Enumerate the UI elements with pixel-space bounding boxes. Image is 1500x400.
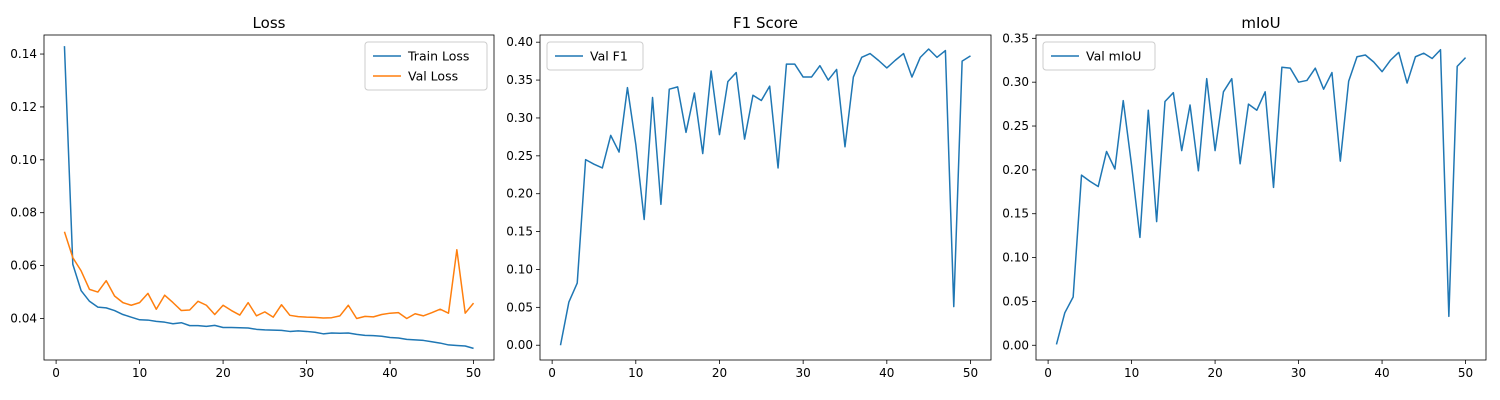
chart-title: F1 Score bbox=[733, 14, 798, 32]
y-tick-label: 0.15 bbox=[506, 225, 533, 239]
x-tick-label: 0 bbox=[52, 366, 60, 380]
legend: Val F1 bbox=[546, 41, 644, 71]
x-tick-label: 50 bbox=[963, 366, 978, 380]
x-tick-label: 40 bbox=[1374, 366, 1389, 380]
y-tick-label: 0.04 bbox=[10, 311, 37, 325]
y-tick-label: 0.00 bbox=[506, 338, 533, 352]
axes-frame bbox=[539, 34, 992, 361]
x-tick-label: 10 bbox=[628, 366, 643, 380]
y-tick-label: 0.30 bbox=[506, 111, 533, 125]
y-tick-label: 0.35 bbox=[1002, 31, 1029, 45]
legend-label: Val F1 bbox=[590, 49, 628, 64]
x-tick-label: 20 bbox=[712, 366, 727, 380]
x-tick-label: 0 bbox=[548, 366, 556, 380]
legend-label: Train Loss bbox=[407, 49, 469, 64]
y-tick-label: 0.15 bbox=[1002, 207, 1029, 221]
series-line-1 bbox=[63, 231, 475, 320]
axes-frame bbox=[1035, 34, 1487, 361]
y-tick-label: 0.00 bbox=[1002, 338, 1029, 352]
x-tick-label: 40 bbox=[382, 366, 397, 380]
y-tick-label: 0.30 bbox=[1002, 75, 1029, 89]
x-tick-label: 50 bbox=[1458, 366, 1473, 380]
y-tick-label: 0.06 bbox=[10, 259, 37, 273]
y-tick-label: 0.10 bbox=[10, 153, 37, 167]
x-tick-label: 0 bbox=[1044, 366, 1052, 380]
chart-panel-0: Loss 0 10 20 30 40 50 0.04 0.06 0.08 0.10 0.12 0.14 T… bbox=[10, 14, 495, 380]
y-tick-label: 0.05 bbox=[1002, 294, 1029, 308]
legend-box bbox=[1042, 41, 1156, 71]
y-tick-label: 0.40 bbox=[506, 35, 533, 49]
legend-box bbox=[546, 41, 644, 71]
y-tick-label: 0.12 bbox=[10, 100, 37, 114]
x-tick-label: 10 bbox=[132, 366, 147, 380]
legend: Train Loss Val Loss bbox=[364, 41, 488, 91]
chart-panel-2: mIoU 0 10 20 30 40 50 0.00 0.05 0.10 0.15 0.20 0.25 0… bbox=[1002, 14, 1487, 380]
y-tick-label: 0.14 bbox=[10, 47, 37, 61]
y-tick-label: 0.10 bbox=[506, 262, 533, 276]
x-tick-label: 10 bbox=[1124, 366, 1139, 380]
series-line-0 bbox=[559, 48, 971, 346]
chart-title: mIoU bbox=[1241, 14, 1280, 32]
axes-frame bbox=[43, 34, 495, 361]
series-line-0 bbox=[1055, 48, 1467, 345]
series-line-0 bbox=[63, 46, 474, 350]
y-tick-label: 0.35 bbox=[506, 73, 533, 87]
legend-box bbox=[364, 41, 488, 91]
x-tick-label: 20 bbox=[1207, 366, 1222, 380]
chart-panel-1: F1 Score 0 10 20 30 40 50 0.00 0.05 0.10 0.15 0.20 0… bbox=[506, 14, 992, 380]
x-tick-label: 20 bbox=[215, 366, 230, 380]
x-tick-label: 50 bbox=[466, 366, 481, 380]
y-tick-label: 0.10 bbox=[1002, 251, 1029, 265]
legend-label: Val Loss bbox=[408, 69, 458, 84]
x-tick-label: 30 bbox=[1291, 366, 1306, 380]
y-tick-label: 0.25 bbox=[1002, 119, 1029, 133]
y-tick-label: 0.20 bbox=[506, 187, 533, 201]
y-tick-label: 0.08 bbox=[10, 206, 37, 220]
y-tick-label: 0.05 bbox=[506, 300, 533, 314]
legend-label: Val mIoU bbox=[1086, 49, 1141, 64]
x-tick-label: 30 bbox=[796, 366, 811, 380]
x-tick-label: 40 bbox=[879, 366, 894, 380]
y-tick-label: 0.20 bbox=[1002, 163, 1029, 177]
legend: Val mIoU bbox=[1042, 41, 1156, 71]
y-tick-label: 0.25 bbox=[506, 149, 533, 163]
x-tick-label: 30 bbox=[299, 366, 314, 380]
chart-title: Loss bbox=[253, 14, 286, 32]
